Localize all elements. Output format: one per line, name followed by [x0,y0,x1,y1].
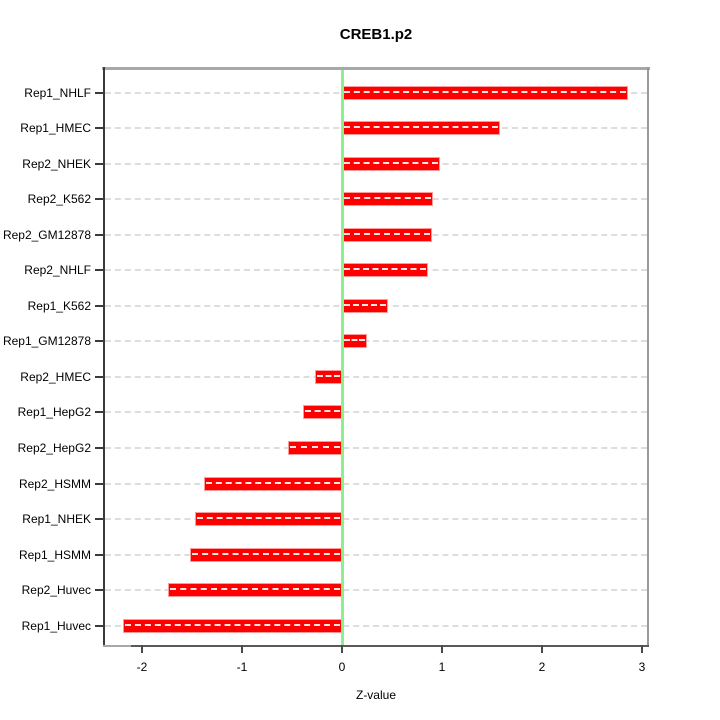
bar [195,512,342,527]
gridline [105,340,647,343]
x-axis-label: Z-value [355,688,396,702]
x-tick-label: -1 [236,660,248,674]
gridline [105,624,647,627]
y-category-label: Rep2_HepG2 [17,441,91,455]
plot-area: Rep1_NHLF Rep1_HMEC Rep2_NHEK Rep2_K562 Rep2… [3,67,650,674]
bar [303,405,342,420]
y-category-label: Rep1_Huvec [21,618,91,633]
bar [342,334,367,349]
bar-center-dash [344,339,365,342]
bar [315,369,342,384]
bar-center-dash [317,374,340,377]
y-category-label: Rep2_K562 [27,192,91,207]
x-tick [541,645,543,653]
y-tick [95,482,103,485]
y-tick [95,375,103,378]
y-category-label: Rep1_GM12878 [2,334,91,349]
bar-center-dash [344,232,430,235]
bar-center-dash [197,517,340,520]
x-axis-line [131,645,649,647]
gridline [105,482,647,485]
bar [342,263,428,278]
x-tick-label: 3 [638,660,646,674]
bar [123,618,342,633]
bar-center-dash [344,90,626,93]
bar-center-dash [125,623,340,626]
plot-frame-right [647,67,649,647]
x-tick [141,645,143,653]
y-tick [95,91,103,94]
x-tick-label: 2 [538,660,546,674]
gridline [105,375,647,378]
y-tick [95,340,103,343]
bar [342,298,388,313]
bar-center-dash [192,552,340,555]
zero-line [340,70,344,645]
x-tick [441,645,443,653]
bar-center-dash [170,588,340,591]
y-tick [95,589,103,592]
chart-title: CREB1.p2 [339,26,413,43]
bar [204,476,342,491]
bar-center-dash [344,197,431,200]
y-category-label: Rep1_NHEK [22,512,91,527]
y-tick [95,518,103,521]
x-tick-label: 0 [338,660,346,674]
bar [342,156,440,171]
bar [342,192,433,207]
y-category-label: Rep2_Huvec [21,583,91,598]
y-tick [95,411,103,414]
gridline [105,447,647,449]
y-category-label: Rep1_HSMM [18,547,91,562]
y-tick [95,447,103,449]
bar-center-dash [290,446,340,448]
bar [342,85,628,100]
bar [342,121,500,136]
y-tick [95,162,103,165]
y-category-label: Rep2_HSMM [18,476,91,491]
y-tick [95,198,103,201]
gridline [105,411,647,414]
x-tick [341,645,343,653]
y-category-label: Rep1_K562 [27,298,91,313]
x-tick [241,645,243,653]
y-tick [95,233,103,236]
bar-center-dash [344,303,386,306]
bar-center-dash [305,410,340,413]
gridline [105,518,647,521]
y-tick [95,127,103,130]
x-tick-label: -2 [136,660,148,674]
y-category-label: Rep1_HMEC [20,121,91,136]
bar-center-dash [344,126,498,129]
bar-center-dash [344,161,438,164]
y-axis-line [103,67,105,647]
x-tick [641,645,643,653]
bar-center-dash [206,481,340,484]
bar [342,227,432,242]
y-category-label: Rep2_NHEK [22,156,91,171]
y-tick [95,269,103,272]
bar-center-dash [344,268,426,271]
y-tick [95,624,103,627]
y-tick [95,304,103,307]
y-category-label: Rep2_NHLF [24,263,91,278]
y-tick [95,553,103,556]
bar [288,441,342,455]
y-category-label: Rep2_HMEC [20,369,91,384]
bar [168,583,342,598]
bar [190,547,342,562]
x-tick-label: 1 [438,660,446,674]
gridline [105,589,647,592]
y-category-label: Rep2_GM12878 [2,227,91,242]
gridline [105,553,647,556]
y-category-label: Rep1_HepG2 [17,405,91,420]
y-category-label: Rep1_NHLF [24,85,91,100]
plot-frame-top [102,67,650,70]
